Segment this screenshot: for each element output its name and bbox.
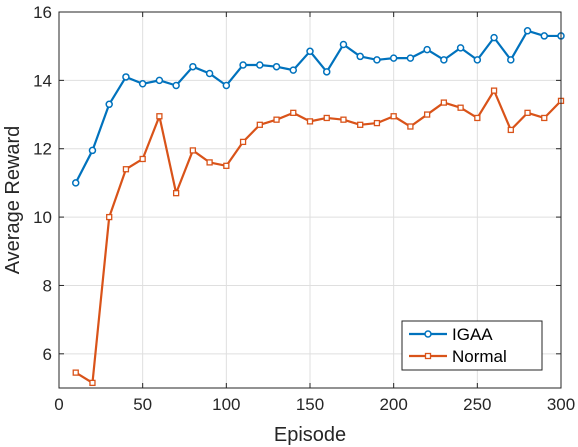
y-axis-label: Average Reward — [2, 126, 24, 275]
legend: IGAA Normal — [401, 320, 543, 371]
legend-box — [401, 320, 543, 371]
grid-lines — [59, 12, 561, 388]
normal-point — [340, 116, 347, 123]
normal-point — [390, 113, 397, 120]
normal-point — [223, 162, 230, 169]
x-tick-label: 250 — [463, 395, 491, 414]
x-tick-label: 0 — [54, 395, 63, 414]
normal-point — [373, 119, 381, 127]
normal-point — [139, 155, 146, 163]
normal-point — [474, 114, 481, 122]
normal-point — [524, 109, 531, 116]
igaa-point — [105, 100, 113, 109]
normal-line — [75, 89, 562, 384]
axis-ticks: 0 50 100 150 200 250 300 6 8 10 12 14 16 — [33, 3, 575, 414]
legend-marker-igaa — [424, 330, 432, 338]
igaa-point — [205, 69, 214, 78]
normal-point — [457, 104, 464, 111]
igaa-point — [356, 52, 364, 61]
normal-point — [122, 166, 130, 173]
igaa-point — [306, 47, 314, 56]
normal-point — [541, 114, 548, 122]
normal-point — [423, 111, 431, 118]
igaa-point — [189, 62, 197, 71]
x-axis-label: Episode — [274, 424, 346, 446]
igaa-point — [523, 27, 532, 35]
igaa-point — [440, 56, 448, 64]
normal-point — [106, 213, 113, 221]
y-tick-label: 14 — [33, 71, 52, 90]
igaa-point — [289, 66, 298, 74]
igaa-point — [256, 61, 264, 69]
normal-point — [440, 99, 448, 106]
normal-point — [189, 147, 197, 154]
igaa-point — [456, 44, 465, 52]
igaa-point — [122, 73, 130, 81]
normal-point — [239, 138, 247, 146]
legend-label-normal: Normal — [452, 347, 507, 366]
y-tick-label: 10 — [33, 208, 52, 227]
y-tick-label: 16 — [33, 3, 52, 22]
igaa-point — [172, 81, 180, 90]
igaa-line — [74, 29, 561, 184]
igaa-point — [272, 62, 281, 71]
y-tick-label: 8 — [43, 276, 52, 295]
x-tick-label: 300 — [547, 395, 575, 414]
normal-point — [72, 369, 79, 376]
normal-point — [323, 114, 330, 122]
y-tick-label: 12 — [33, 140, 52, 159]
normal-series — [72, 87, 565, 387]
igaa-point — [373, 56, 381, 64]
igaa-point — [88, 146, 97, 155]
legend-marker-normal — [424, 352, 432, 360]
x-tick-label: 200 — [379, 395, 407, 414]
igaa-point — [389, 54, 398, 62]
igaa-series — [71, 27, 565, 187]
normal-point — [490, 87, 498, 94]
normal-point — [273, 116, 280, 123]
igaa-point — [423, 45, 431, 54]
igaa-point — [406, 54, 415, 62]
igaa-point — [71, 179, 80, 187]
x-tick-label: 150 — [296, 395, 324, 414]
igaa-point — [155, 76, 164, 85]
x-tick-label: 50 — [133, 395, 152, 414]
normal-point — [206, 159, 213, 166]
igaa-point — [490, 33, 498, 42]
igaa-point — [339, 40, 348, 49]
normal-point — [306, 118, 314, 125]
normal-point — [290, 109, 297, 116]
igaa-point — [239, 61, 247, 69]
normal-point — [407, 123, 414, 130]
plot-series — [71, 27, 565, 387]
normal-point — [172, 190, 180, 197]
igaa-point — [322, 68, 331, 76]
igaa-point — [507, 56, 515, 64]
normal-point — [156, 113, 163, 120]
normal-point — [89, 379, 96, 387]
x-tick-label: 100 — [212, 395, 240, 414]
igaa-point — [222, 81, 231, 90]
normal-point — [357, 121, 364, 128]
y-tick-label: 6 — [43, 345, 52, 364]
igaa-point — [540, 32, 549, 40]
igaa-point — [138, 80, 147, 88]
normal-point — [507, 126, 514, 134]
legend-label-igaa: IGAA — [452, 325, 493, 344]
igaa-point — [473, 56, 482, 64]
normal-point — [256, 121, 263, 128]
